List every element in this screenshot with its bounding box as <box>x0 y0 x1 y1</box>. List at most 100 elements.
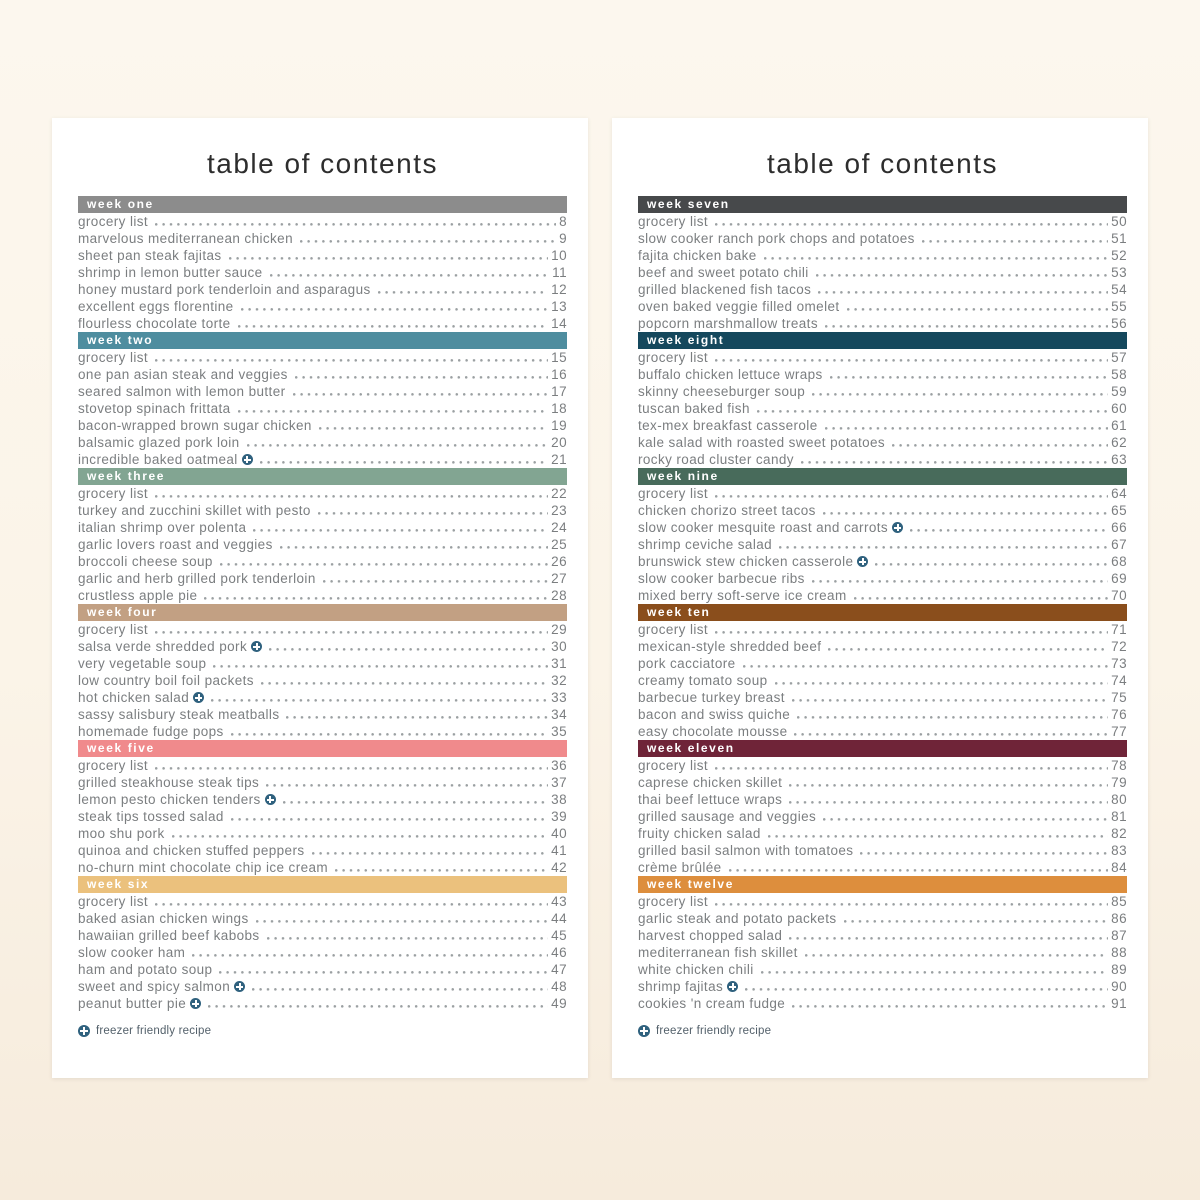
toc-entry: harvest chopped salad 87 <box>638 927 1127 944</box>
dot-leader <box>260 682 549 685</box>
toc-entry: shrimp in lemon butter sauce 11 <box>78 264 567 281</box>
week-header-bar: week six <box>78 876 567 893</box>
toc-entry-page-number: 85 <box>1111 894 1127 909</box>
toc-entry-title: mixed berry soft-serve ice cream <box>638 588 847 603</box>
toc-entry: grocery list 22 <box>78 485 567 502</box>
toc-entry: cookies 'n cream fudge 91 <box>638 995 1127 1012</box>
toc-entry-page-number: 75 <box>1111 690 1127 705</box>
toc-entry-page-number: 39 <box>551 809 567 824</box>
toc-entry-page-number: 54 <box>1111 282 1127 297</box>
dot-leader <box>240 308 549 311</box>
toc-entry-title: excellent eggs florentine <box>78 299 234 314</box>
week-section: week eleven grocery list 78 caprese chic… <box>638 740 1127 876</box>
toc-entry: turkey and zucchini skillet with pesto 2… <box>78 502 567 519</box>
toc-entry-page-number: 76 <box>1111 707 1127 722</box>
toc-entry-title: shrimp in lemon butter sauce <box>78 265 263 280</box>
toc-entry-title: grocery list <box>78 214 149 229</box>
toc-entry: shrimp fajitas 90 <box>638 978 1127 995</box>
toc-entry: shrimp ceviche salad 67 <box>638 536 1127 553</box>
toc-entry: grocery list 85 <box>638 893 1127 910</box>
toc-entry-page-number: 79 <box>1111 775 1127 790</box>
toc-entry: ham and potato soup 47 <box>78 961 567 978</box>
toc-entry-page-number: 27 <box>551 571 567 586</box>
dot-leader <box>728 869 1109 872</box>
toc-entry-page-number: 44 <box>551 911 567 926</box>
toc-entry-title: mexican-style shredded beef <box>638 639 822 654</box>
toc-entry-page-number: 63 <box>1111 452 1127 467</box>
dot-leader <box>756 410 1109 413</box>
dot-leader <box>269 274 550 277</box>
toc-entry: steak tips tossed salad 39 <box>78 808 567 825</box>
toc-entry-title: sweet and spicy salmon <box>78 978 246 995</box>
toc-entry: mixed berry soft-serve ice cream 70 <box>638 587 1127 604</box>
dot-leader <box>846 308 1109 311</box>
toc-entry-title: rocky road cluster candy <box>638 452 794 467</box>
dot-leader <box>155 631 549 634</box>
toc-entry-title: moo shu pork <box>78 826 165 841</box>
week-header-bar: week one <box>78 196 567 213</box>
toc-entry-page-number: 84 <box>1111 860 1127 875</box>
dot-leader <box>237 325 549 328</box>
dot-leader <box>804 954 1109 957</box>
toc-entry: homemade fudge pops 35 <box>78 723 567 740</box>
dot-leader <box>794 733 1109 736</box>
toc-entry: hot chicken salad 33 <box>78 689 567 706</box>
toc-entry-title: kale salad with roasted sweet potatoes <box>638 435 886 450</box>
toc-entry-page-number: 51 <box>1111 231 1127 246</box>
toc-entry: creamy tomato soup 74 <box>638 672 1127 689</box>
toc-entry-title: steak tips tossed salad <box>78 809 224 824</box>
toc-entry-title: quinoa and chicken stuffed peppers <box>78 843 305 858</box>
dot-leader <box>230 733 549 736</box>
week-header-label: week eleven <box>647 741 735 755</box>
toc-entry-page-number: 74 <box>1111 673 1127 688</box>
week-header-bar: week five <box>78 740 567 757</box>
toc-entry-page-number: 8 <box>559 214 567 229</box>
dot-leader <box>715 767 1109 770</box>
toc-entry-page-number: 77 <box>1111 724 1127 739</box>
toc-entry-title: grocery list <box>638 622 709 637</box>
week-header-label: week two <box>87 333 154 347</box>
toc-entry-page-number: 37 <box>551 775 567 790</box>
freezer-icon <box>190 998 202 1009</box>
week-header-bar: week eleven <box>638 740 1127 757</box>
toc-entry: honey mustard pork tenderloin and aspara… <box>78 281 567 298</box>
toc-entry: grocery list 15 <box>78 349 567 366</box>
toc-entry: sassy salisbury steak meatballs 34 <box>78 706 567 723</box>
toc-entry-page-number: 69 <box>1111 571 1127 586</box>
toc-entry-title: one pan asian steak and veggies <box>78 367 288 382</box>
week-header-label: week three <box>87 469 166 483</box>
dot-leader <box>282 801 549 804</box>
toc-entry-title: skinny cheeseburger soup <box>638 384 806 399</box>
week-header-bar: week ten <box>638 604 1127 621</box>
toc-entry-page-number: 16 <box>551 367 567 382</box>
toc-entry-page-number: 47 <box>551 962 567 977</box>
dot-leader <box>211 699 549 702</box>
toc-entry-page-number: 67 <box>1111 537 1127 552</box>
toc-entry-title: sheet pan steak fajitas <box>78 248 222 263</box>
toc-entry-page-number: 21 <box>551 452 567 467</box>
toc-entry: fruity chicken salad 82 <box>638 825 1127 842</box>
week-header-label: week four <box>87 605 158 619</box>
toc-entry: grocery list 78 <box>638 757 1127 774</box>
toc-entry-page-number: 50 <box>1111 214 1127 229</box>
toc-entry: slow cooker mesquite roast and carrots 6… <box>638 519 1127 536</box>
toc-entry: sheet pan steak fajitas 10 <box>78 247 567 264</box>
toc-entry-title: grilled basil salmon with tomatoes <box>638 843 854 858</box>
toc-entry-title: ham and potato soup <box>78 962 213 977</box>
toc-entry: slow cooker barbecue ribs 69 <box>638 570 1127 587</box>
week-header-label: week twelve <box>647 877 734 891</box>
dot-leader <box>715 223 1109 226</box>
toc-entry-page-number: 26 <box>551 554 567 569</box>
dot-leader <box>294 376 549 379</box>
toc-entry: moo shu pork 40 <box>78 825 567 842</box>
toc-entry: grocery list 64 <box>638 485 1127 502</box>
toc-entry: bacon and swiss quiche 76 <box>638 706 1127 723</box>
toc-entry: peanut butter pie 49 <box>78 995 567 1012</box>
toc-entry-title: crustless apple pie <box>78 588 198 603</box>
toc-entry: brunswick stew chicken casserole 68 <box>638 553 1127 570</box>
toc-entry: one pan asian steak and veggies 16 <box>78 366 567 383</box>
freezer-icon <box>264 794 276 805</box>
toc-entry-page-number: 41 <box>551 843 567 858</box>
toc-entry-page-number: 48 <box>551 979 567 994</box>
toc-entry-page-number: 56 <box>1111 316 1127 331</box>
